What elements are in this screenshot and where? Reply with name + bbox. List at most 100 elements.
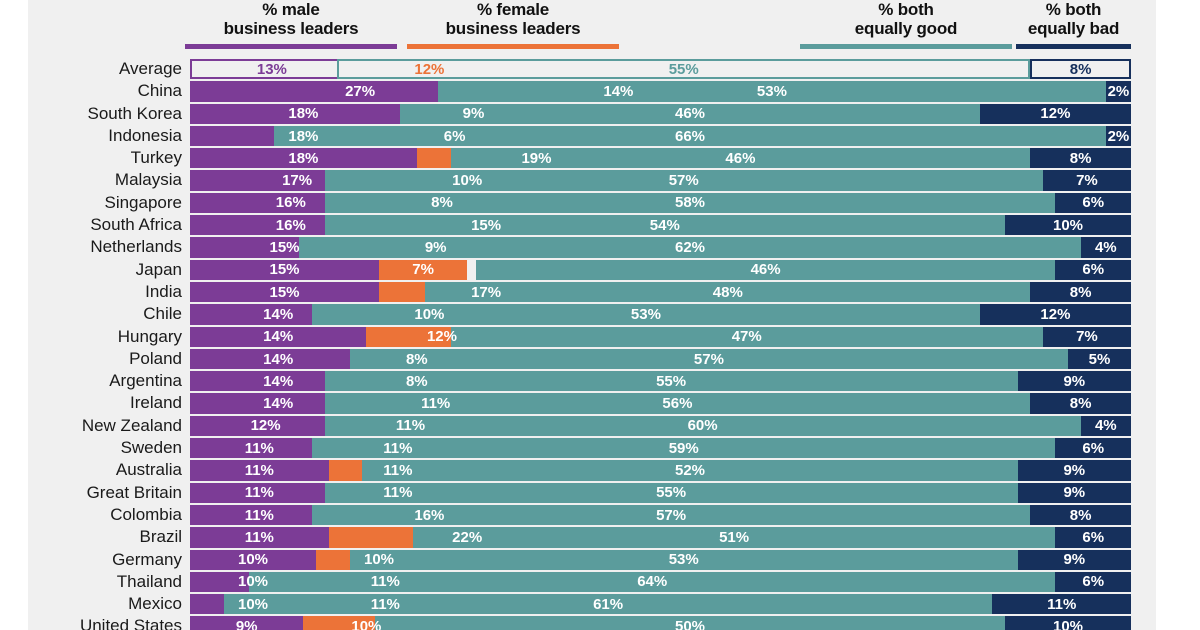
bar-segment-male: 13% — [190, 59, 354, 80]
bar-segment-male: 9% — [190, 616, 304, 630]
bar-segment-good: 66% — [274, 125, 1106, 147]
bar-value-female: 11% — [370, 595, 400, 613]
legend-label-male: % male business leaders — [223, 0, 359, 38]
table-row: Colombia 11% 16% 57% 8% — [0, 504, 1200, 526]
bar-value-male: 18% — [288, 127, 319, 145]
table-row: Mexico 10% 11% 61% 11% — [0, 593, 1200, 615]
bar-value-bad: 9% — [1063, 461, 1086, 479]
bar-segment-bad: 9% — [1017, 371, 1131, 392]
bar-value-bad: 9% — [1063, 484, 1086, 502]
bar-group-right: 51% 6% — [412, 527, 1131, 548]
bar-value-female: 6% — [443, 127, 466, 145]
table-row: South Africa 16% 15% 54% 10% — [0, 214, 1200, 236]
bar-value-good: 53% — [756, 82, 787, 100]
bar-segment-male: 10% — [190, 549, 316, 570]
bar-group-right: 58% 6% — [324, 192, 1131, 214]
row-label-country: New Zealand — [81, 415, 182, 435]
row-label-country: Australia — [115, 460, 182, 480]
bar-value-male: 10% — [237, 551, 269, 569]
row-label-country: Colombia — [110, 504, 182, 524]
row-label-country: Ireland — [130, 393, 182, 413]
table-row: India 15% 17% 48% 8% — [0, 281, 1200, 303]
bar-value-male: 18% — [288, 149, 319, 167]
bar-value-male: 15% — [269, 283, 300, 301]
bar-group-right: 53% 9% — [349, 549, 1131, 570]
bar-value-good: 47% — [731, 328, 762, 346]
row-label-country: United States — [79, 616, 182, 630]
bar-value-female: 11% — [421, 395, 451, 413]
bar-value-female: 9% — [424, 239, 447, 257]
bar-value-good: 57% — [668, 172, 699, 190]
bar-value-female: 10% — [363, 551, 395, 569]
table-row: Chile 14% 10% 53% 12% — [0, 303, 1200, 325]
bar-value-female: 8% — [405, 372, 428, 390]
bar-segment-good: 56% — [324, 393, 1031, 414]
bar-value-good: 62% — [675, 239, 706, 257]
bar-group-right: 59% 6% — [312, 438, 1131, 459]
bar-segment-bad: 9% — [1017, 482, 1131, 503]
bar-segment-good: 55% — [324, 371, 1018, 392]
bar-group-right: 47% 7% — [450, 326, 1131, 347]
bar-value-male: 9% — [235, 618, 258, 630]
bar-segment-good: 53% — [438, 81, 1106, 102]
bar-value-male: 14% — [263, 328, 294, 346]
bar-value-bad: 2% — [1107, 127, 1130, 145]
bar-value-good: 46% — [725, 149, 756, 167]
bar-value-good: 50% — [674, 618, 706, 630]
bar-value-male: 11% — [244, 506, 274, 524]
bar-group-left: 15% 7% — [190, 259, 468, 280]
row-label-country: Poland — [129, 348, 182, 368]
bar-value-bad: 4% — [1094, 239, 1117, 257]
bar-value-bad: 6% — [1082, 194, 1105, 212]
bar-segment-bad: 9% — [1017, 549, 1131, 570]
bar-value-female: 11% — [383, 484, 413, 502]
bar-value-bad: 9% — [1063, 372, 1086, 390]
table-row: Singapore 16% 8% 58% 6% — [0, 192, 1200, 214]
table-row: China 27% 14% 53% 2% — [0, 80, 1200, 102]
bar-segment-good: 55% — [337, 59, 1031, 80]
bar-group-right: 57% 5% — [349, 348, 1131, 370]
bar-value-male: 14% — [263, 350, 294, 368]
bar-group-right: 53% 2% — [438, 81, 1131, 102]
table-row: Average 13% 12% 55% 8% — [0, 58, 1200, 80]
bar-value-male: 13% — [256, 60, 287, 78]
bar-value-female: 11% — [383, 461, 413, 479]
table-row: Argentina 14% 8% 55% 9% — [0, 370, 1200, 392]
bar-value-female: 10% — [414, 305, 445, 323]
bar-value-bad: 8% — [1069, 506, 1092, 524]
bar-value-bad: 11% — [1047, 595, 1077, 613]
bar-segment-male: 18% — [190, 103, 417, 124]
bar-value-female: 7% — [412, 261, 434, 279]
row-label-country: Germany — [112, 549, 182, 569]
bar-group-right: 61% 11% — [223, 594, 1131, 615]
bar-segment-bad: 4% — [1080, 415, 1131, 437]
bar-value-bad: 7% — [1076, 172, 1098, 190]
table-row: Australia 11% 11% 52% 9% — [0, 459, 1200, 481]
bar-segment-bad: 6% — [1055, 192, 1131, 214]
bar-group-right: 66% 2% — [274, 125, 1131, 147]
bar-group-right: 46% 8% — [450, 148, 1131, 169]
legend-item-good: % both equally good — [800, 0, 1012, 49]
bar-value-male: 17% — [282, 172, 313, 190]
row-label-country: Thailand — [116, 571, 182, 591]
bar-group-right: 48% 8% — [425, 281, 1131, 303]
row-label-country: Chile — [143, 304, 182, 324]
bar-value-bad: 8% — [1069, 60, 1092, 78]
table-row: South Korea 18% 9% 46% 12% — [0, 103, 1200, 125]
bar-group-right: 46% 12% — [400, 103, 1131, 124]
bar-value-male: 11% — [244, 461, 274, 479]
bar-value-male: 11% — [244, 528, 274, 546]
bar-segment-good: 55% — [324, 482, 1018, 503]
bar-value-good: 46% — [750, 261, 781, 279]
bar-value-female: 15% — [471, 216, 502, 234]
bar-segment-good: 57% — [324, 170, 1043, 191]
bar-segment-bad: 8% — [1030, 281, 1131, 303]
bar-segment-male: 11% — [190, 527, 329, 548]
bar-segment-male: 12% — [190, 415, 342, 437]
bar-segment-male: 11% — [190, 438, 329, 459]
bar-value-good: 54% — [649, 216, 680, 234]
bar-value-female: 11% — [383, 439, 413, 457]
table-row: Japan 15% 7% 46% 6% — [0, 259, 1200, 281]
bar-group-right: 62% 4% — [299, 237, 1131, 258]
